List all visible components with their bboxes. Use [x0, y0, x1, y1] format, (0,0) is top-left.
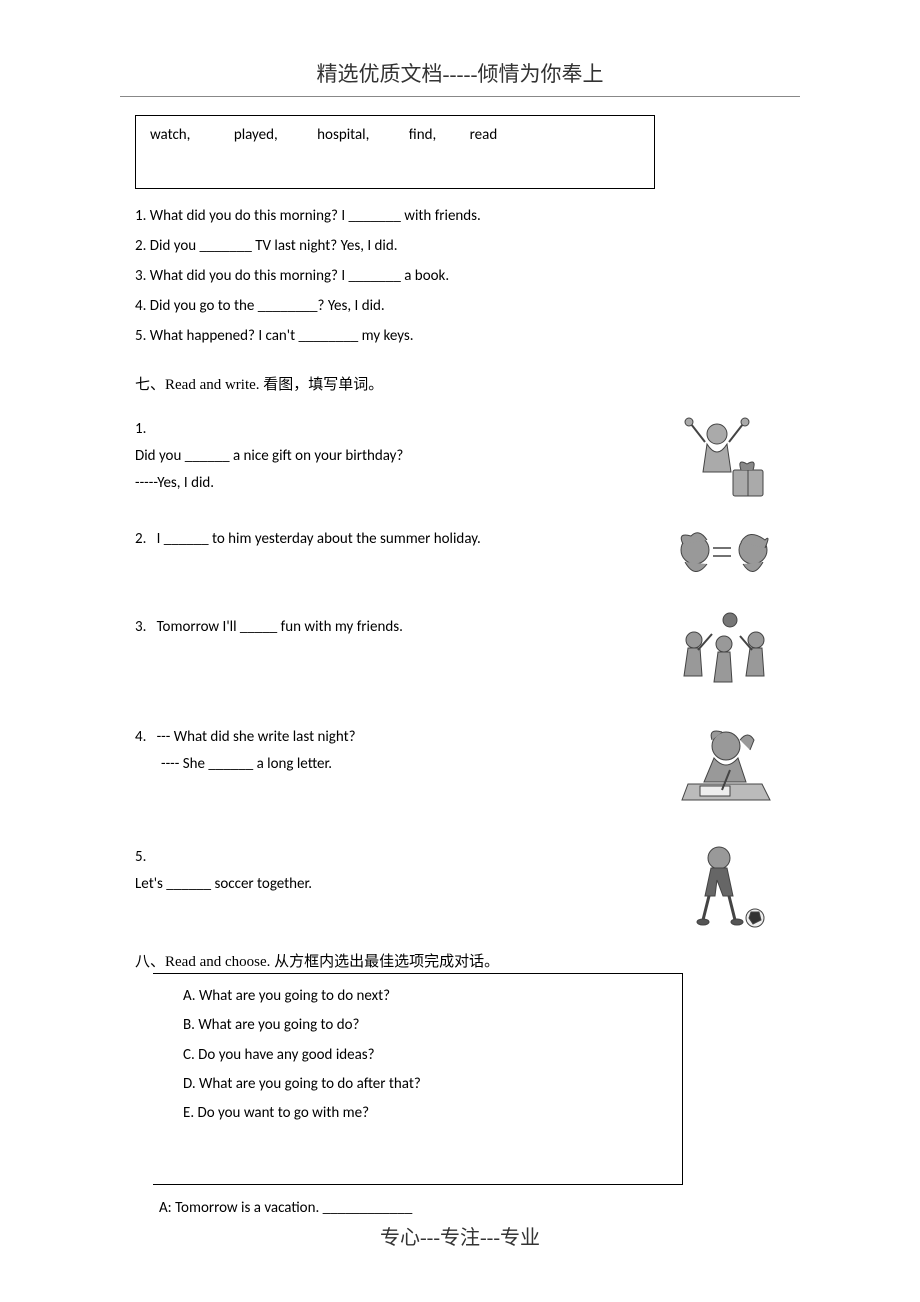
dialogue-line: A: Tomorrow is a vacation. ____________: [159, 1199, 785, 1217]
q7-5-row: 5. Let's ______ soccer together.: [135, 840, 785, 932]
q7-1-line1: Did you ______ a nice gift on your birth…: [135, 443, 665, 470]
choice-b: B. What are you going to do?: [183, 1011, 682, 1040]
section6-list: 1. What did you do this morning? I _____…: [135, 201, 785, 351]
section7-title: 七、Read and write. 看图，填写单词。: [135, 373, 785, 394]
word-4: find,: [409, 126, 436, 144]
q7-1-illustration: [665, 412, 785, 504]
girl-writing-icon: [670, 720, 780, 806]
word-3: hospital,: [317, 126, 369, 144]
boy-soccer-icon: [675, 840, 775, 932]
q7-2-row: 2. I ______ to him yesterday about the s…: [135, 522, 785, 592]
q6-5: 5. What happened? I can't ________ my ke…: [135, 321, 785, 351]
q7-5-text: 5. Let's ______ soccer together.: [135, 840, 665, 898]
q7-1-line2: -----Yes, I did.: [135, 470, 665, 497]
kids-playing-ball-icon: [670, 610, 780, 696]
two-kids-talking-icon: [665, 522, 785, 586]
q7-2-text: 2. I ______ to him yesterday about the s…: [135, 522, 665, 553]
page-footer: 专心---专注---专业: [0, 1221, 920, 1250]
page-header: 精选优质文档-----倾情为你奉上: [0, 0, 920, 96]
boy-gift-icon: [675, 412, 775, 504]
choice-a: A. What are you going to do next?: [183, 982, 682, 1011]
page-content: watch, played, hospital, find, read 1. W…: [0, 97, 920, 1217]
q7-1-num: 1.: [135, 416, 665, 443]
q7-3-row: 3. Tomorrow I'll _____ fun with my frien…: [135, 610, 785, 702]
q7-4-illustration: [665, 720, 785, 806]
q7-3-illustration: [665, 610, 785, 696]
q7-4-num: 4.: [135, 728, 146, 746]
word-bank-box: watch, played, hospital, find, read: [135, 115, 655, 189]
choice-c: C. Do you have any good ideas?: [183, 1041, 682, 1070]
q7-2-num: 2.: [135, 530, 146, 548]
q7-5-num: 5.: [135, 844, 665, 871]
q6-3: 3. What did you do this morning? I _____…: [135, 261, 785, 291]
q7-1-text: 1. Did you ______ a nice gift on your bi…: [135, 412, 665, 497]
q7-4-text: 4. --- What did she write last night? --…: [135, 720, 665, 778]
word-1: watch,: [150, 126, 190, 144]
q7-3-num: 3.: [135, 618, 146, 636]
choice-d: D. What are you going to do after that?: [183, 1070, 682, 1099]
choice-e: E. Do you want to go with me?: [183, 1099, 682, 1128]
q7-2-illustration: [665, 522, 785, 586]
q7-3-text: 3. Tomorrow I'll _____ fun with my frien…: [135, 610, 665, 641]
choice-box: A. What are you going to do next? B. Wha…: [153, 973, 683, 1185]
q6-1: 1. What did you do this morning? I _____…: [135, 201, 785, 231]
q7-4-line1: --- What did she write last night?: [157, 728, 356, 746]
q6-2: 2. Did you _______ TV last night? Yes, I…: [135, 231, 785, 261]
q7-4-row: 4. --- What did she write last night? --…: [135, 720, 785, 812]
q7-4-line2: ---- She ______ a long letter.: [135, 751, 665, 778]
word-5: read: [470, 126, 498, 144]
q7-5-illustration: [665, 840, 785, 932]
q7-5-line1: Let's ______ soccer together.: [135, 871, 665, 898]
q7-3-line1: Tomorrow I'll _____ fun with my friends.: [157, 618, 403, 636]
word-2: played,: [234, 126, 278, 144]
q7-2-line1: I ______ to him yesterday about the summ…: [157, 530, 481, 548]
q6-4: 4. Did you go to the ________? Yes, I di…: [135, 291, 785, 321]
q7-1-row: 1. Did you ______ a nice gift on your bi…: [135, 412, 785, 504]
section8-title: 八、Read and choose. 从方框内选出最佳选项完成对话。: [135, 950, 785, 971]
